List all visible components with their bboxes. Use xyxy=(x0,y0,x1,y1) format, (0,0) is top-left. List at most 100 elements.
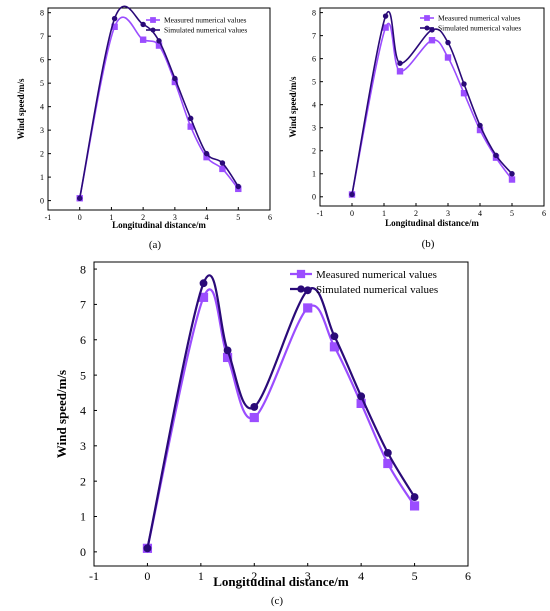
data-point-simulated xyxy=(219,160,226,166)
x-tick-label: 5 xyxy=(412,569,418,583)
x-tick-label: -1 xyxy=(317,209,324,218)
data-point-simulated xyxy=(330,332,339,341)
data-point-measured xyxy=(249,412,259,423)
legend: Measured numerical values Simulated numer… xyxy=(290,269,438,296)
x-tick-label: 3 xyxy=(173,213,177,222)
legend-marker-square xyxy=(424,15,430,21)
data-point-measured xyxy=(303,303,313,313)
legend-label: Measured numerical values xyxy=(316,269,437,281)
data-point-measured xyxy=(460,89,468,97)
legend-marker-circle xyxy=(150,27,156,33)
y-axis-label: Wind speed/m/s xyxy=(16,78,26,140)
data-point-measured xyxy=(203,153,210,161)
y-tick-label: 7 xyxy=(80,298,86,312)
data-point-measured xyxy=(139,36,147,43)
data-point-simulated xyxy=(383,448,392,457)
y-tick-label: 2 xyxy=(40,149,44,158)
y-tick-label: 0 xyxy=(312,193,316,202)
data-point-simulated xyxy=(461,81,467,87)
y-tick-label: 8 xyxy=(40,8,44,17)
data-point-simulated xyxy=(410,493,419,501)
y-tick-label: 4 xyxy=(80,404,86,418)
data-point-simulated xyxy=(199,279,208,288)
x-tick-label: 0 xyxy=(144,569,150,583)
y-tick-label: 6 xyxy=(312,54,316,63)
data-point-simulated xyxy=(349,191,355,198)
x-tick-label: -1 xyxy=(45,213,52,222)
y-tick-label: 1 xyxy=(312,170,316,179)
data-point-measured xyxy=(409,501,420,511)
y-tick-label: 6 xyxy=(40,55,44,64)
y-tick-label: 2 xyxy=(80,474,86,488)
data-point-simulated xyxy=(140,21,146,28)
data-point-simulated xyxy=(397,60,403,66)
data-point-simulated xyxy=(156,38,162,44)
data-point-measured xyxy=(444,54,452,61)
y-tick-label: 1 xyxy=(40,173,44,182)
series-line-simulated xyxy=(146,274,416,549)
data-point-measured xyxy=(155,42,163,49)
x-tick-label: 3 xyxy=(305,569,311,583)
y-tick-label: 5 xyxy=(312,77,316,86)
y-tick-label: 3 xyxy=(80,439,86,453)
y-tick-label: 0 xyxy=(40,196,44,205)
panel-label: (b) xyxy=(422,238,435,250)
data-point-measured xyxy=(508,176,516,183)
data-point-measured xyxy=(219,165,226,173)
series-line-measured xyxy=(78,16,239,199)
y-tick-label: 5 xyxy=(40,79,44,88)
x-tick-label: 0 xyxy=(350,209,354,218)
y-tick-label: 4 xyxy=(40,102,44,111)
y-tick-label: 7 xyxy=(40,32,44,41)
plot-frame xyxy=(319,7,545,207)
x-tick-label: 1 xyxy=(109,213,113,222)
series-line-simulated xyxy=(78,5,239,199)
data-point-simulated xyxy=(76,195,83,201)
data-point-simulated xyxy=(477,122,483,129)
data-point-simulated xyxy=(250,403,259,411)
y-tick-label: 3 xyxy=(312,124,316,133)
x-tick-label: 0 xyxy=(78,213,82,222)
plot-frame xyxy=(93,261,469,567)
data-point-simulated xyxy=(143,544,152,553)
data-point-simulated xyxy=(357,392,366,401)
legend-label: Measured numerical values xyxy=(164,16,247,25)
data-point-simulated xyxy=(187,115,194,122)
x-axis-label: Longitudinal distance/m xyxy=(385,218,479,228)
y-tick-label: 8 xyxy=(80,262,86,276)
x-tick-label: 6 xyxy=(268,213,272,222)
y-tick-label: 1 xyxy=(80,510,86,524)
y-tick-label: 3 xyxy=(40,126,44,135)
data-point-simulated xyxy=(235,183,242,190)
y-axis-label: Wind speed/m/s xyxy=(54,370,69,458)
y-tick-label: 4 xyxy=(312,100,316,109)
legend-label: Simulated numerical values xyxy=(164,26,247,35)
panel-label: (c) xyxy=(271,595,284,607)
data-point-simulated xyxy=(382,13,389,19)
data-point-simulated xyxy=(172,75,178,82)
x-tick-label: 2 xyxy=(251,569,257,583)
data-point-measured xyxy=(111,23,118,30)
x-tick-label: 6 xyxy=(542,209,546,218)
x-tick-label: 1 xyxy=(382,209,386,218)
data-point-measured xyxy=(428,37,436,44)
data-point-measured xyxy=(382,24,389,31)
data-point-simulated xyxy=(303,286,312,295)
x-tick-label: 4 xyxy=(358,569,364,583)
data-point-simulated xyxy=(509,171,515,177)
x-tick-label: -1 xyxy=(89,569,99,583)
data-point-measured xyxy=(356,398,366,408)
y-axis-label: Wind speed/m/s xyxy=(288,76,298,138)
legend-label: Simulated numerical values xyxy=(316,284,438,296)
legend-marker-circle xyxy=(297,285,305,293)
data-point-simulated xyxy=(223,346,232,355)
legend-marker-circle xyxy=(424,25,430,31)
data-point-measured xyxy=(187,123,194,130)
data-point-measured xyxy=(171,78,179,86)
x-tick-label: 5 xyxy=(236,213,240,222)
data-point-simulated xyxy=(493,152,499,159)
